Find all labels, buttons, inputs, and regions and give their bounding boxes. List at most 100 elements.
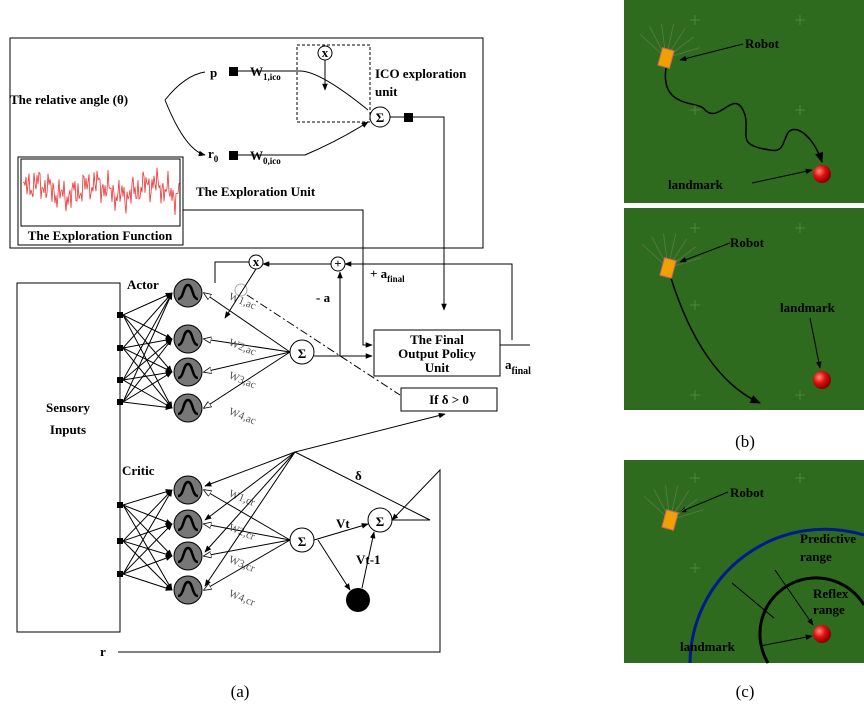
panel-a: The relative angle (θ) p W1,ico r0 W0,ic… xyxy=(10,38,531,701)
multiply-symbol: x xyxy=(322,45,329,60)
robot-label: Robot xyxy=(745,36,780,51)
weight-label: W3,cr xyxy=(227,554,257,575)
connection xyxy=(123,293,172,402)
r-label: r xyxy=(100,644,106,659)
sensory-label: Inputs xyxy=(50,422,86,437)
landmark xyxy=(813,165,831,183)
neuron xyxy=(174,576,202,604)
connection xyxy=(123,293,172,315)
connection xyxy=(123,293,172,380)
sensory-label: Sensory xyxy=(46,400,91,415)
landmark-label: landmark xyxy=(780,300,836,315)
predictive-label: Predictive xyxy=(800,531,856,546)
sum-symbol: Σ xyxy=(298,346,307,361)
neuron xyxy=(174,394,202,422)
r0-label: r0 xyxy=(208,146,219,164)
gate-line xyxy=(247,295,400,395)
delay-node xyxy=(346,588,370,612)
unit-title: The Exploration Unit xyxy=(196,184,316,199)
function-label: The Exploration Function xyxy=(28,228,173,243)
vt-label: Vt xyxy=(336,516,350,531)
robot-label: Robot xyxy=(730,485,765,500)
weight-label: W2,cr xyxy=(227,522,257,543)
function-curve xyxy=(23,168,179,215)
neuron xyxy=(174,279,202,307)
final-label: The Final xyxy=(410,332,464,347)
actor-label: Actor xyxy=(127,277,159,292)
input-node xyxy=(117,377,123,383)
p-label: p xyxy=(210,65,217,80)
connection xyxy=(123,402,172,408)
input-node xyxy=(117,312,123,318)
reflex-label: range xyxy=(813,602,845,617)
reward-line xyxy=(118,470,440,652)
weight-label: W3,ac xyxy=(227,370,258,392)
connection xyxy=(318,540,350,590)
input-node xyxy=(117,345,123,351)
input-node xyxy=(117,571,123,577)
neuron xyxy=(174,358,202,386)
delta-line xyxy=(295,414,445,520)
neuron xyxy=(174,510,202,538)
panel-c: Robot Predictive range Reflex range land… xyxy=(624,460,864,701)
caption: (b) xyxy=(735,432,755,451)
plus-a-final: + afinal xyxy=(370,266,405,284)
final-label: Output Policy xyxy=(398,346,476,361)
condition: If δ > 0 xyxy=(429,392,469,407)
caption: (a) xyxy=(231,682,250,701)
reflex-label: Reflex xyxy=(813,586,849,601)
a-final: afinal xyxy=(505,357,531,377)
w0-label: W0,ico xyxy=(250,148,281,166)
plus-symbol: + xyxy=(334,256,341,271)
input-arrow xyxy=(165,72,205,155)
connection xyxy=(215,262,249,283)
caption: (c) xyxy=(736,682,755,701)
node xyxy=(229,151,238,160)
connection xyxy=(123,293,172,348)
connection xyxy=(183,210,372,345)
neuron xyxy=(174,325,202,353)
dashed-box xyxy=(297,45,370,122)
connection xyxy=(204,352,290,408)
vt1-label: Vt-1 xyxy=(356,552,381,567)
minus-a: - a xyxy=(316,290,331,305)
neuron xyxy=(174,476,202,504)
sum-symbol: Σ xyxy=(376,514,385,529)
weight-label: W4,ac xyxy=(227,406,258,428)
predictive-label: range xyxy=(800,549,832,564)
sensory-box xyxy=(17,283,120,632)
ico-label: ICO exploration xyxy=(375,66,467,81)
input-label: The relative angle (θ) xyxy=(10,92,128,107)
sum-symbol: Σ xyxy=(298,534,307,549)
input-node xyxy=(117,538,123,544)
landmark xyxy=(813,371,831,389)
connection xyxy=(123,505,172,524)
landmark xyxy=(813,625,831,643)
landmark-label: landmark xyxy=(680,639,736,654)
critic-label: Critic xyxy=(122,463,155,478)
weight-label: W2,ac xyxy=(227,337,258,359)
delta-label: δ xyxy=(355,468,362,483)
multiply-symbol: x xyxy=(253,254,260,269)
figure: The relative angle (θ) p W1,ico r0 W0,ic… xyxy=(0,0,864,713)
sum-symbol: Σ xyxy=(376,110,385,125)
connection xyxy=(238,71,368,155)
connection xyxy=(123,315,172,339)
connection xyxy=(123,556,172,574)
connection xyxy=(123,339,172,380)
robot-label: Robot xyxy=(730,235,765,250)
weight-label: W4,cr xyxy=(227,588,257,609)
connection xyxy=(123,348,172,408)
w1-label: W1,ico xyxy=(250,64,281,82)
input-node xyxy=(117,502,123,508)
neuron xyxy=(174,542,202,570)
node xyxy=(229,67,238,76)
input-node xyxy=(117,399,123,405)
connection xyxy=(123,505,172,590)
landmark-label: landmark xyxy=(668,177,724,192)
ico-label: unit xyxy=(375,84,398,99)
node xyxy=(404,113,413,122)
connection xyxy=(205,452,295,486)
final-label: Unit xyxy=(425,360,450,375)
connection xyxy=(205,452,295,520)
